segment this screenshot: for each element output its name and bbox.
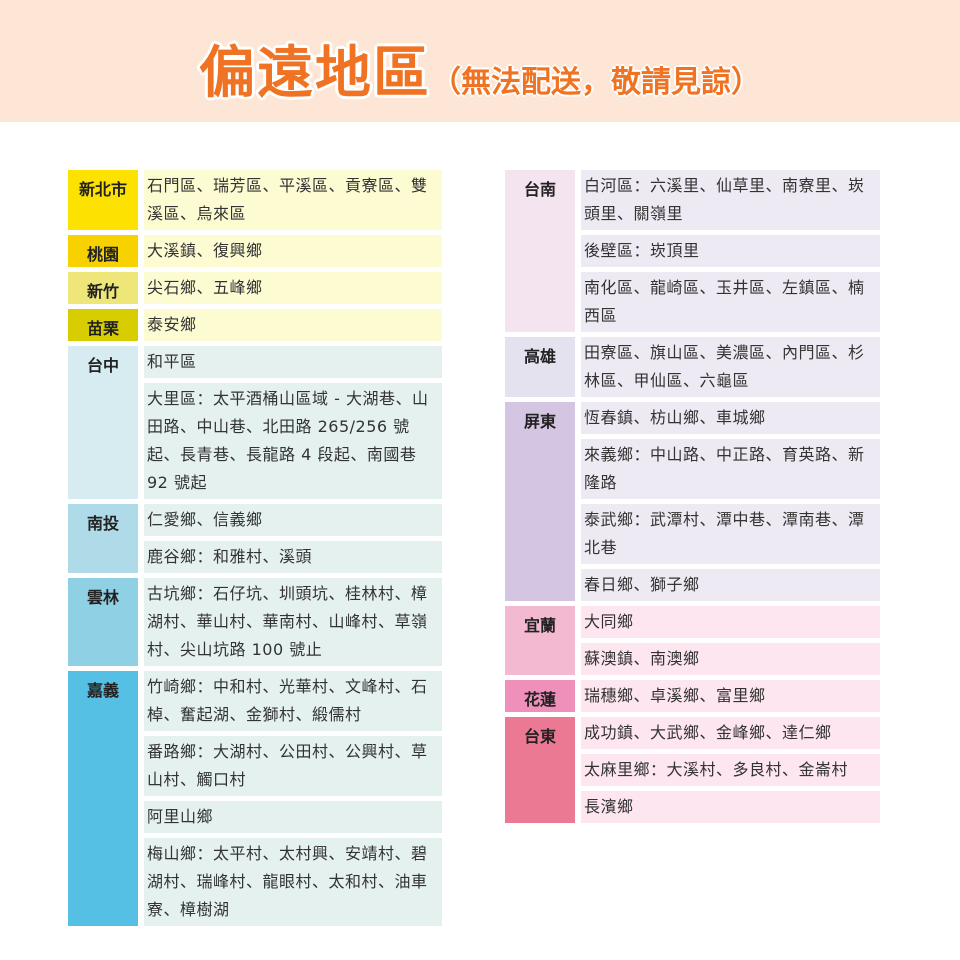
region-group: 桃園 大溪鎮、復興鄉 <box>68 235 442 267</box>
region-group: 嘉義 竹崎鄉：中和村、光華村、文峰村、石棹、奮起湖、金獅村、緞儒村 番路鄉：大湖村、… <box>68 671 442 926</box>
region-label: 新竹 <box>68 272 138 304</box>
region-label: 台東 <box>505 717 575 823</box>
region-label: 新北市 <box>68 170 138 230</box>
area-entry: 成功鎮、大武鄉、金峰鄉、達仁鄉 <box>581 717 880 749</box>
region-label: 雲林 <box>68 578 138 666</box>
region-group: 台南 白河區：六溪里、仙草里、南寮里、崁頭里、關嶺里後壁區：崁頂里南化區、龍崎區、… <box>505 170 880 332</box>
area-entry: 太麻里鄉：大溪村、多良村、金崙村 <box>581 754 880 786</box>
area-entry: 石門區、瑞芳區、平溪區、貢寮區、雙溪區、烏來區 <box>144 170 442 230</box>
region-areas: 白河區：六溪里、仙草里、南寮里、崁頭里、關嶺里後壁區：崁頂里南化區、龍崎區、玉井… <box>581 170 880 332</box>
area-entry: 竹崎鄉：中和村、光華村、文峰村、石棹、奮起湖、金獅村、緞儒村 <box>144 671 442 731</box>
region-areas: 和平區大里區：太平酒桶山區域 - 大湖巷、山田路、中山巷、北田路 265/256… <box>144 346 442 499</box>
region-label: 台中 <box>68 346 138 499</box>
title-subtitle: （無法配送，敬請見諒） <box>431 65 761 100</box>
area-entry: 恆春鎮、枋山鄉、車城鄉 <box>581 402 880 434</box>
region-label: 苗栗 <box>68 309 138 341</box>
region-areas: 成功鎮、大武鄉、金峰鄉、達仁鄉 太麻里鄉：大溪村、多良村、金崙村 長濱鄉 <box>581 717 880 823</box>
region-group: 南投 仁愛鄉、信義鄉 鹿谷鄉：和雅村、溪頭 <box>68 504 442 573</box>
page-title: 偏遠地區（無法配送，敬請見諒） <box>0 28 960 109</box>
area-entry: 阿里山鄉 <box>144 801 442 833</box>
area-entry: 古坑鄉：石仔坑、圳頭坑、桂林村、樟湖村、華山村、華南村、山峰村、草嶺村、尖山坑路… <box>144 578 442 666</box>
area-entry: 梅山鄉：太平村、太村興、安靖村、碧湖村、瑞峰村、龍眼村、太和村、油車寮、樟樹湖 <box>144 838 442 926</box>
area-entry: 泰安鄉 <box>144 309 442 341</box>
region-label: 宜蘭 <box>505 606 575 675</box>
title-main: 偏遠地區 <box>199 41 431 106</box>
area-entry: 後壁區：崁頂里 <box>581 235 880 267</box>
region-areas: 恆春鎮、枋山鄉、車城鄉來義鄉：中山路、中正路、育英路、新隆路 泰武鄉：武潭村、潭中… <box>581 402 880 601</box>
area-entry: 長濱鄉 <box>581 791 880 823</box>
region-areas: 古坑鄉：石仔坑、圳頭坑、桂林村、樟湖村、華山村、華南村、山峰村、草嶺村、尖山坑路… <box>144 578 442 666</box>
area-entry: 大溪鎮、復興鄉 <box>144 235 442 267</box>
area-entry: 南化區、龍崎區、玉井區、左鎮區、楠西區 <box>581 272 880 332</box>
area-entry: 尖石鄉、五峰鄉 <box>144 272 442 304</box>
region-label: 嘉義 <box>68 671 138 926</box>
region-group: 宜蘭 大同鄉蘇澳鎮、南澳鄉 <box>505 606 880 675</box>
region-group: 苗栗 泰安鄉 <box>68 309 442 341</box>
region-areas: 竹崎鄉：中和村、光華村、文峰村、石棹、奮起湖、金獅村、緞儒村 番路鄉：大湖村、公田… <box>144 671 442 926</box>
area-entry: 大同鄉 <box>581 606 880 638</box>
region-label: 花蓮 <box>505 680 575 712</box>
left-region-table: 新北市 石門區、瑞芳區、平溪區、貢寮區、雙溪區、烏來區 桃園 大溪鎮、復興鄉 新竹 尖石鄉… <box>68 170 442 931</box>
area-entry: 和平區 <box>144 346 442 378</box>
right-region-table: 台南 白河區：六溪里、仙草里、南寮里、崁頭里、關嶺里後壁區：崁頂里南化區、龍崎區、… <box>505 170 880 828</box>
region-areas: 石門區、瑞芳區、平溪區、貢寮區、雙溪區、烏來區 <box>144 170 442 230</box>
region-label: 台南 <box>505 170 575 332</box>
area-entry: 春日鄉、獅子鄉 <box>581 569 880 601</box>
header-banner: 偏遠地區（無法配送，敬請見諒） <box>0 0 960 122</box>
region-areas: 泰安鄉 <box>144 309 442 341</box>
region-group: 新竹 尖石鄉、五峰鄉 <box>68 272 442 304</box>
area-entry: 泰武鄉：武潭村、潭中巷、潭南巷、潭北巷 <box>581 504 880 564</box>
region-group: 台中 和平區大里區：太平酒桶山區域 - 大湖巷、山田路、中山巷、北田路 265/2… <box>68 346 442 499</box>
area-entry: 白河區：六溪里、仙草里、南寮里、崁頭里、關嶺里 <box>581 170 880 230</box>
region-areas: 田寮區、旗山區、美濃區、內門區、杉林區、甲仙區、六龜區 <box>581 337 880 397</box>
region-label: 高雄 <box>505 337 575 397</box>
area-entry: 大里區：太平酒桶山區域 - 大湖巷、山田路、中山巷、北田路 265/256 號起… <box>144 383 442 499</box>
region-group: 台東 成功鎮、大武鄉、金峰鄉、達仁鄉 太麻里鄉：大溪村、多良村、金崙村 長濱鄉 <box>505 717 880 823</box>
region-group: 雲林 古坑鄉：石仔坑、圳頭坑、桂林村、樟湖村、華山村、華南村、山峰村、草嶺村、尖山… <box>68 578 442 666</box>
area-entry: 番路鄉：大湖村、公田村、公興村、草山村、觸口村 <box>144 736 442 796</box>
area-entry: 鹿谷鄉：和雅村、溪頭 <box>144 541 442 573</box>
region-group: 屏東 恆春鎮、枋山鄉、車城鄉來義鄉：中山路、中正路、育英路、新隆路 泰武鄉：武潭村、… <box>505 402 880 601</box>
area-entry: 來義鄉：中山路、中正路、育英路、新隆路 <box>581 439 880 499</box>
area-entry: 田寮區、旗山區、美濃區、內門區、杉林區、甲仙區、六龜區 <box>581 337 880 397</box>
region-label: 桃園 <box>68 235 138 267</box>
region-areas: 仁愛鄉、信義鄉 鹿谷鄉：和雅村、溪頭 <box>144 504 442 573</box>
area-entry: 仁愛鄉、信義鄉 <box>144 504 442 536</box>
region-areas: 大同鄉蘇澳鎮、南澳鄉 <box>581 606 880 675</box>
region-group: 高雄 田寮區、旗山區、美濃區、內門區、杉林區、甲仙區、六龜區 <box>505 337 880 397</box>
area-entry: 瑞穗鄉、卓溪鄉、富里鄉 <box>581 680 880 712</box>
region-areas: 尖石鄉、五峰鄉 <box>144 272 442 304</box>
region-group: 花蓮 瑞穗鄉、卓溪鄉、富里鄉 <box>505 680 880 712</box>
region-label: 南投 <box>68 504 138 573</box>
region-group: 新北市 石門區、瑞芳區、平溪區、貢寮區、雙溪區、烏來區 <box>68 170 442 230</box>
area-entry: 蘇澳鎮、南澳鄉 <box>581 643 880 675</box>
region-areas: 瑞穗鄉、卓溪鄉、富里鄉 <box>581 680 880 712</box>
region-areas: 大溪鎮、復興鄉 <box>144 235 442 267</box>
region-label: 屏東 <box>505 402 575 601</box>
